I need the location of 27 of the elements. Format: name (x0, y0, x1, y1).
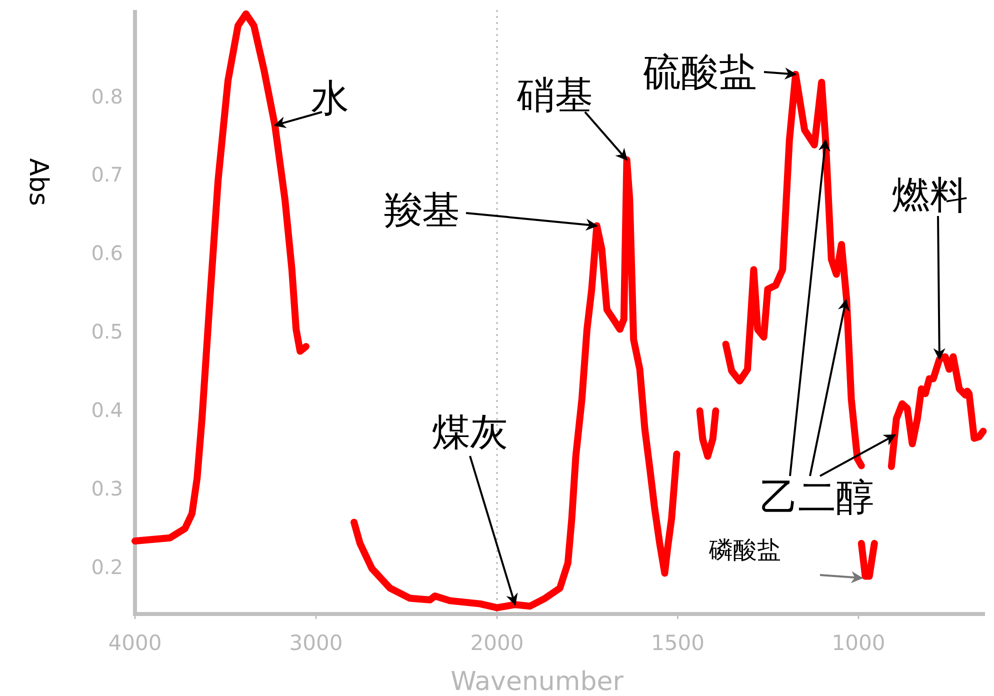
x-tick-label: 2000 (470, 631, 524, 655)
annotation: 煤灰 (432, 410, 518, 606)
y-tick-label: 0.2 (91, 554, 123, 579)
annotation: 羧基 (384, 188, 460, 232)
annotation: 羧基 (384, 188, 598, 232)
annotation: 水 (274, 76, 349, 128)
annotation: 磷酸盐 (708, 536, 781, 564)
y-tick-label: 0.6 (91, 241, 123, 266)
y-axis-title: Abs (23, 158, 53, 206)
x-axis-title: Wavenumber (450, 667, 624, 696)
annotation: 磷酸盐 (709, 536, 864, 584)
annotation: 乙二醇 (760, 475, 874, 519)
x-tick-label: 1500 (651, 631, 704, 655)
y-tick-label: 0.7 (91, 162, 123, 187)
annotation: 煤灰 (432, 410, 508, 454)
annotation: 水 (311, 76, 349, 120)
annotation: 硫酸盐 (643, 50, 797, 94)
y-tick-label: 0.8 (91, 84, 123, 108)
x-tick-label: 1000 (832, 631, 886, 655)
annotation: 硝基 (516, 73, 593, 117)
x-tick-label: 4000 (108, 631, 162, 655)
annotation: 硫酸盐 (643, 50, 757, 94)
annotation: 硝基 (517, 73, 628, 161)
y-tick-label: 0.3 (91, 476, 123, 500)
y-tick-label: 0.5 (91, 320, 123, 344)
x-tick-label: 3000 (289, 631, 343, 655)
y-tick-label: 0.4 (91, 398, 123, 422)
